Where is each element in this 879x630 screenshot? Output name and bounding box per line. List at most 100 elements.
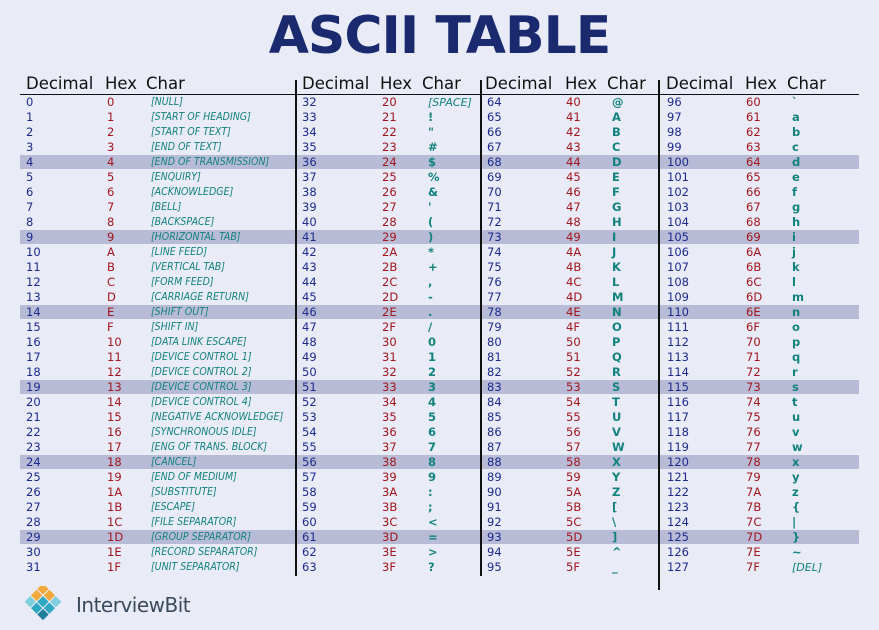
char-cell: (: [428, 215, 434, 229]
hex-cell: 48: [566, 215, 581, 229]
decimal-cell: 13: [26, 290, 41, 304]
char-cell: -: [428, 290, 433, 304]
hex-cell: 29: [382, 230, 397, 244]
decimal-cell: 106: [667, 245, 689, 259]
hex-cell: 5B: [566, 500, 582, 514]
decimal-cell: 63: [302, 560, 317, 574]
hex-cell: 69: [746, 230, 761, 244]
hex-cell: 4C: [566, 275, 582, 289]
decimal-cell: 21: [26, 410, 41, 424]
decimal-cell: 81: [487, 350, 502, 364]
decimal-cell: 112: [667, 335, 689, 349]
decimal-cell: 46: [302, 305, 317, 319]
header-char: Char: [787, 74, 826, 93]
decimal-cell: 12: [26, 275, 41, 289]
char-cell: [END OF MEDIUM]: [151, 471, 237, 483]
hex-cell: 68: [746, 215, 761, 229]
char-cell: y: [792, 470, 800, 484]
hex-cell: 4F: [566, 320, 580, 334]
decimal-cell: 76: [487, 275, 502, 289]
char-cell: L: [612, 275, 620, 289]
char-cell: P: [612, 335, 621, 349]
decimal-cell: 110: [667, 305, 689, 319]
decimal-cell: 33: [302, 110, 317, 124]
char-cell: 9: [428, 470, 437, 484]
hex-cell: 2A: [382, 245, 398, 259]
char-cell: [END OF TRANSMISSION]: [151, 156, 270, 168]
hex-cell: 23: [382, 140, 397, 154]
decimal-cell: 19: [26, 380, 41, 394]
hex-cell: 3: [107, 140, 115, 154]
char-cell: [ENQUIRY]: [151, 171, 201, 183]
hex-cell: 1: [107, 110, 115, 124]
header-decimal: Decimal: [485, 74, 553, 93]
decimal-cell: 55: [302, 440, 317, 454]
char-cell: #: [428, 140, 438, 154]
hex-cell: 6F: [746, 320, 760, 334]
hex-cell: 5E: [566, 545, 581, 559]
hex-cell: 34: [382, 395, 397, 409]
decimal-cell: 124: [667, 515, 689, 529]
decimal-cell: 47: [302, 320, 317, 334]
hex-cell: 63: [746, 140, 761, 154]
char-cell: &: [428, 185, 439, 199]
char-cell: [: [612, 500, 618, 514]
hex-cell: 72: [746, 365, 761, 379]
decimal-cell: 104: [667, 215, 689, 229]
decimal-cell: 1: [26, 110, 34, 124]
decimal-cell: 79: [487, 320, 502, 334]
char-cell: I: [612, 230, 617, 244]
decimal-cell: 28: [26, 515, 41, 529]
decimal-cell: 5: [26, 170, 34, 184]
interviewbit-logo: InterviewBit: [12, 583, 212, 626]
decimal-cell: 77: [487, 290, 502, 304]
decimal-cell: 70: [487, 185, 502, 199]
char-cell: [SHIFT OUT]: [151, 306, 209, 318]
header-char: Char: [607, 74, 646, 93]
hex-cell: 55: [566, 410, 581, 424]
decimal-cell: 117: [667, 410, 689, 424]
char-cell: `: [792, 95, 798, 109]
hex-cell: 56: [566, 425, 581, 439]
char-cell: [HORIZONTAL TAB]: [151, 231, 241, 243]
header-char: Char: [146, 74, 185, 93]
char-cell: ]: [612, 530, 618, 544]
char-cell: t: [792, 395, 798, 409]
decimal-cell: 42: [302, 245, 317, 259]
char-cell: [CARRIAGE RETURN]: [151, 291, 249, 303]
row-highlight: [20, 305, 859, 319]
char-cell: W: [612, 440, 625, 454]
char-cell: B: [612, 125, 621, 139]
decimal-cell: 119: [667, 440, 689, 454]
hex-cell: 27: [382, 200, 397, 214]
decimal-cell: 116: [667, 395, 689, 409]
decimal-cell: 60: [302, 515, 317, 529]
hex-cell: 5F: [566, 560, 580, 574]
decimal-cell: 20: [26, 395, 41, 409]
hex-cell: 10: [107, 335, 122, 349]
char-cell: [DATA LINK ESCAPE]: [151, 336, 247, 348]
decimal-cell: 15: [26, 320, 41, 334]
char-cell: a: [792, 110, 800, 124]
decimal-cell: 35: [302, 140, 317, 154]
hex-cell: 40: [566, 95, 581, 109]
char-cell: _: [612, 560, 618, 574]
header-decimal: Decimal: [302, 74, 370, 93]
char-cell: U: [612, 410, 622, 424]
row-highlight: [20, 455, 859, 469]
decimal-cell: 29: [26, 530, 41, 544]
decimal-cell: 105: [667, 230, 689, 244]
hex-cell: 77: [746, 440, 761, 454]
header-decimal: Decimal: [26, 74, 94, 93]
hex-cell: C: [107, 275, 116, 289]
decimal-cell: 17: [26, 350, 41, 364]
char-cell: [DEVICE CONTROL 1]: [151, 351, 252, 363]
char-cell: .: [428, 305, 433, 319]
decimal-cell: 89: [487, 470, 502, 484]
hex-cell: 1F: [107, 560, 121, 574]
hex-cell: 49: [566, 230, 581, 244]
hex-cell: 65: [746, 170, 761, 184]
decimal-cell: 62: [302, 545, 317, 559]
char-cell: e: [792, 170, 800, 184]
decimal-cell: 34: [302, 125, 317, 139]
